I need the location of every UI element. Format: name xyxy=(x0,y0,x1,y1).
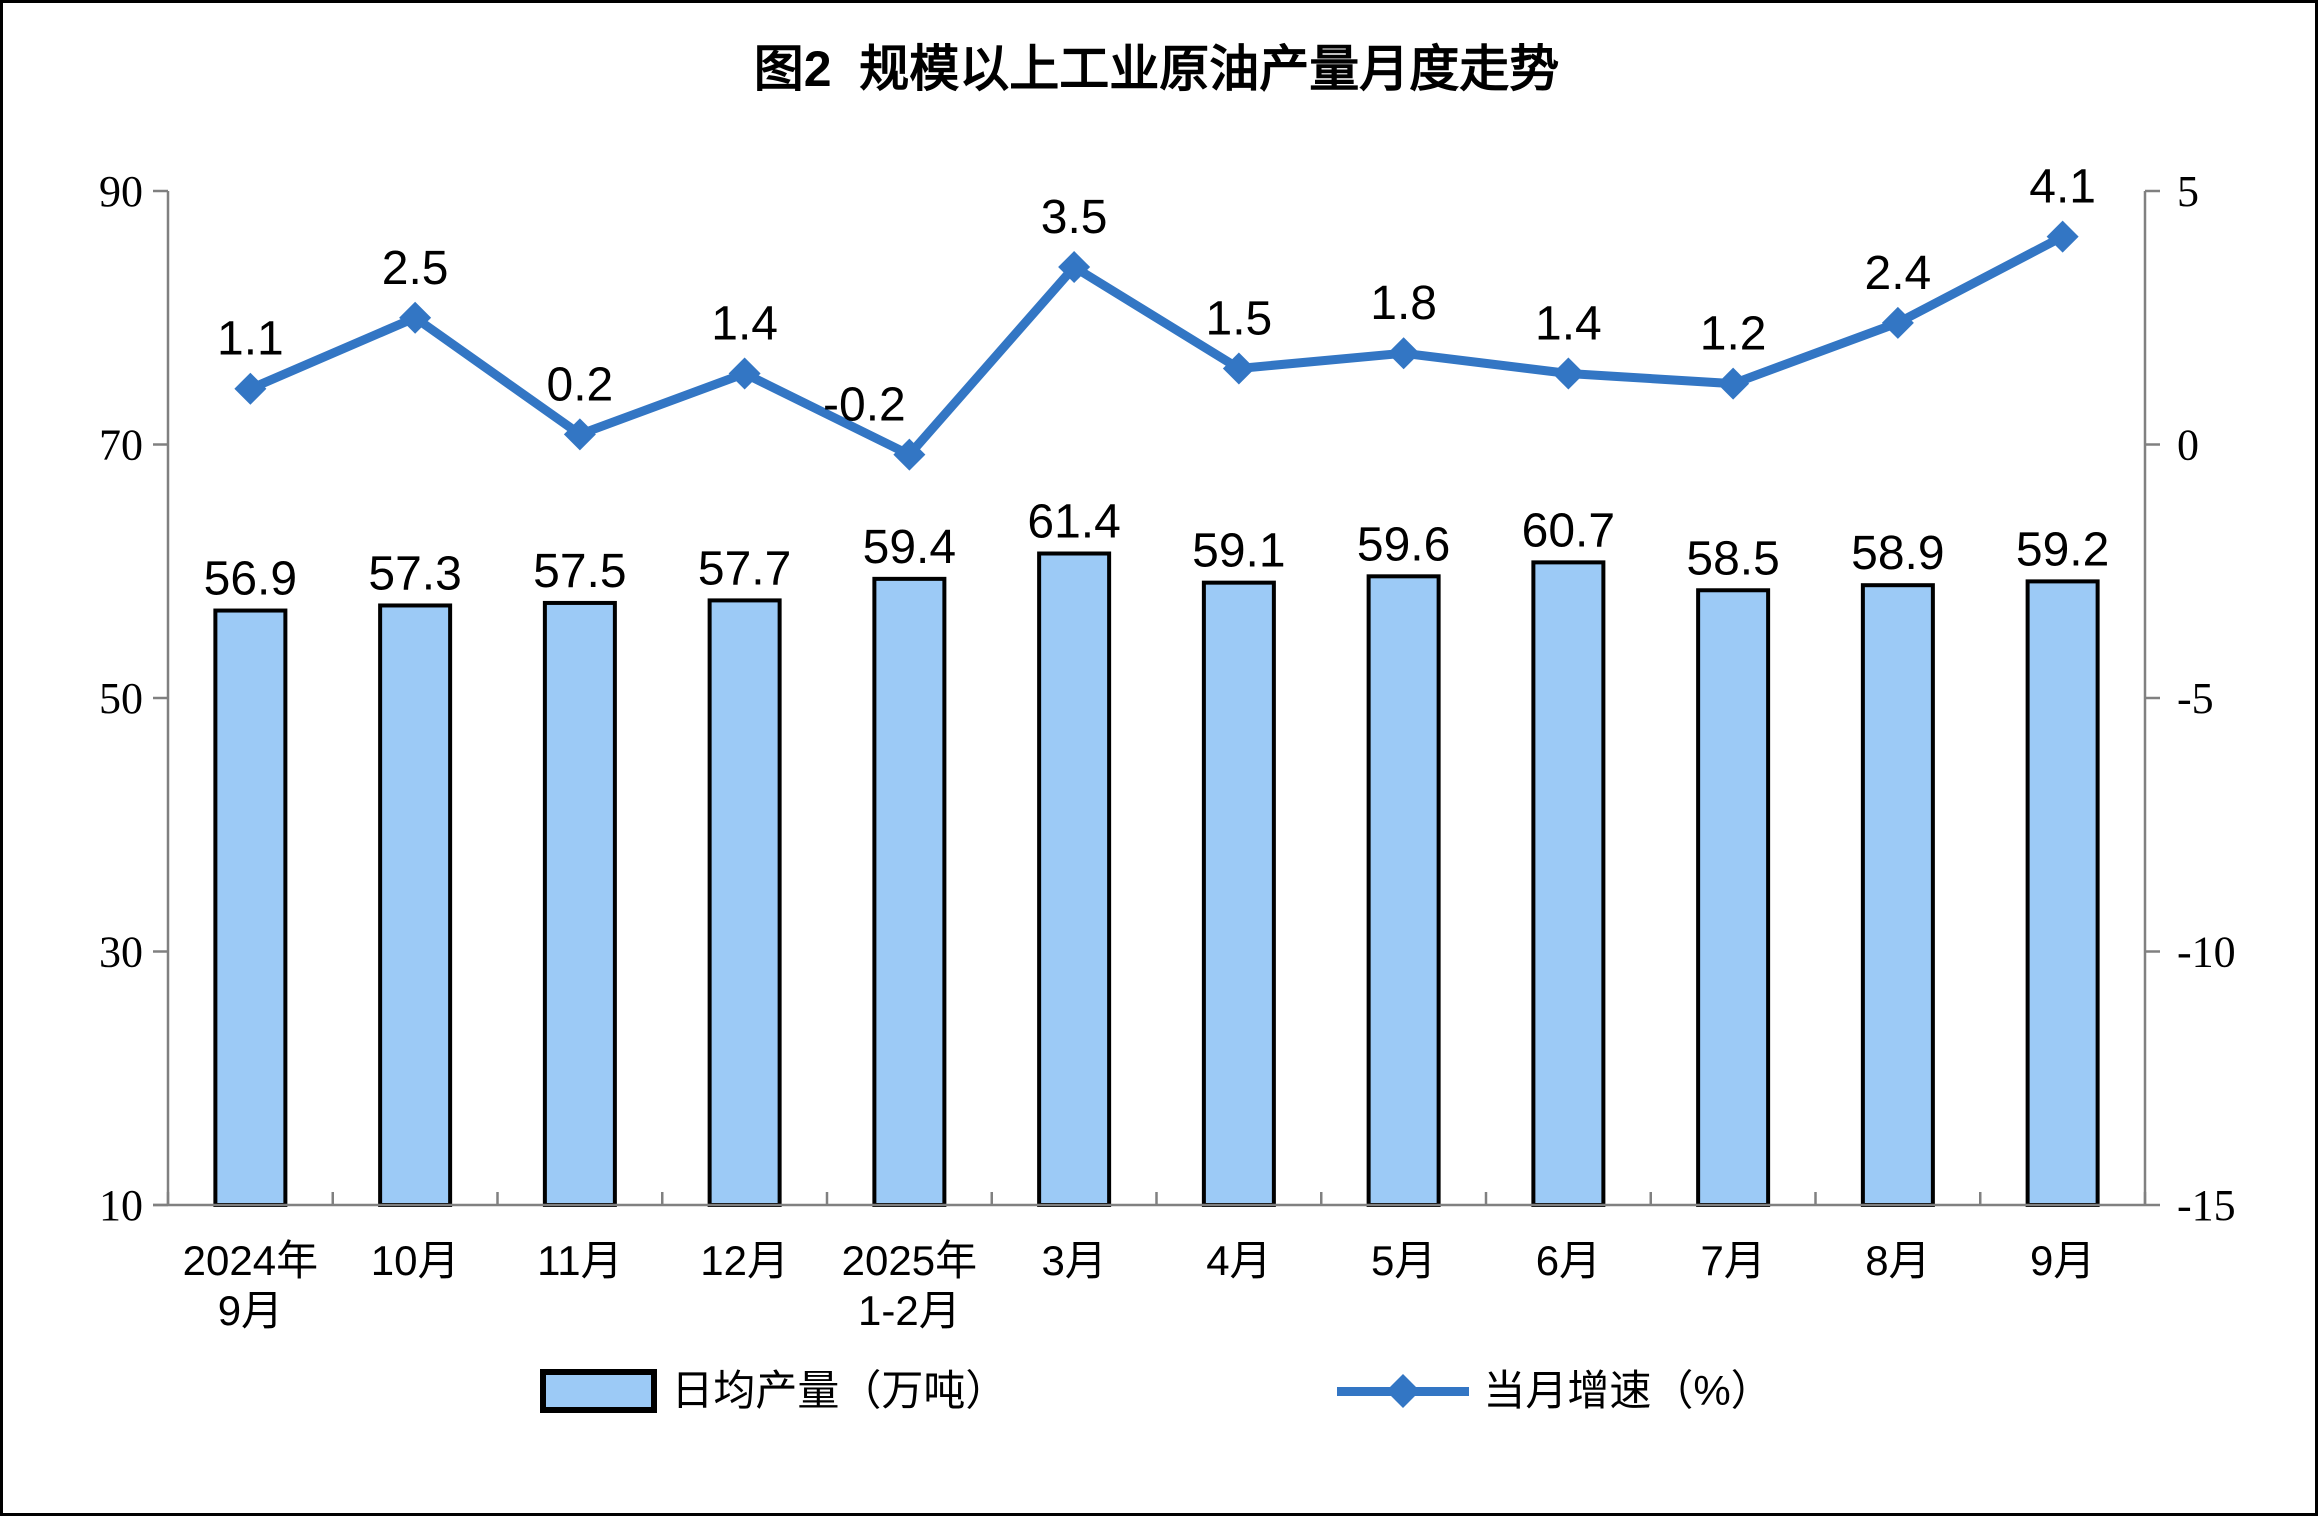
production-bar xyxy=(378,603,453,1207)
production-bar xyxy=(872,576,947,1207)
line-value-label: 2.4 xyxy=(1865,247,1932,300)
left-axis-tick-label: 90 xyxy=(99,167,143,216)
bar-value-label: 57.7 xyxy=(698,542,791,595)
x-category-label: 9月 xyxy=(218,1287,283,1334)
x-category-label: 7月 xyxy=(1700,1237,1765,1284)
right-axis-tick-label: -5 xyxy=(2177,674,2214,723)
growth-line-marker xyxy=(234,372,267,405)
legend-diamond-marker-icon xyxy=(1386,1374,1421,1408)
production-bar xyxy=(1201,580,1276,1207)
legend-line-label: 当月增速（%） xyxy=(1483,1367,1773,1414)
line-value-label: 1.5 xyxy=(1206,292,1273,345)
growth-line-marker xyxy=(2046,220,2079,253)
production-bar xyxy=(1037,551,1112,1207)
growth-line-marker xyxy=(1222,352,1255,385)
left-axis-tick-label: 70 xyxy=(99,421,143,470)
growth-line-marker xyxy=(728,357,761,390)
growth-line-marker xyxy=(1552,357,1585,390)
bar-value-label: 57.3 xyxy=(368,547,461,600)
line-value-label: 1.4 xyxy=(1535,298,1602,351)
legend-item-daily-output: 日均产量（万吨） xyxy=(540,1369,1007,1413)
legend-bar-swatch xyxy=(540,1369,658,1413)
bar-value-label: 58.5 xyxy=(1686,532,1779,585)
x-category-label: 3月 xyxy=(1041,1237,1106,1284)
bar-value-label: 59.4 xyxy=(863,521,956,574)
production-bar xyxy=(1696,588,1771,1207)
bar-value-label: 59.1 xyxy=(1192,525,1285,578)
left-axis-tick-label: 30 xyxy=(99,928,143,977)
left-axis-tick-label: 10 xyxy=(99,1181,143,1230)
production-bar xyxy=(1860,583,1935,1207)
right-axis-tick-label: 5 xyxy=(2177,167,2199,216)
bar-value-label: 58.9 xyxy=(1851,527,1944,580)
x-category-label: 6月 xyxy=(1536,1237,1601,1284)
growth-line-marker xyxy=(893,438,926,471)
growth-line-marker xyxy=(1387,337,1420,370)
chart-title: 图2 规模以上工业原油产量月度走势 xyxy=(753,41,1560,97)
x-category-label: 2025年 xyxy=(842,1237,977,1284)
x-category-label: 11月 xyxy=(537,1237,623,1284)
right-axis-tick-label: 0 xyxy=(2177,421,2199,470)
bar-value-label: 57.5 xyxy=(533,545,626,598)
line-value-label: 1.8 xyxy=(1370,277,1437,330)
x-category-label: 2024年 xyxy=(183,1237,318,1284)
x-category-label: 8月 xyxy=(1865,1237,1930,1284)
x-category-label: 4月 xyxy=(1206,1237,1271,1284)
legend-line-swatch xyxy=(1337,1374,1470,1408)
line-value-label: 2.5 xyxy=(382,242,449,295)
left-axis-tick-label: 50 xyxy=(99,674,143,723)
x-category-label: 5月 xyxy=(1371,1237,1436,1284)
bar-value-label: 61.4 xyxy=(1027,496,1120,549)
bar-value-label: 59.6 xyxy=(1357,518,1450,571)
growth-line-marker xyxy=(399,301,432,334)
growth-line-marker xyxy=(1881,306,1914,339)
line-value-label: 1.2 xyxy=(1700,308,1767,361)
bar-value-label: 60.7 xyxy=(1522,504,1615,557)
x-category-label: 9月 xyxy=(2030,1237,2095,1284)
growth-line-marker xyxy=(563,418,596,451)
right-axis-tick-label: -10 xyxy=(2177,928,2236,977)
line-value-label: 3.5 xyxy=(1041,191,1108,244)
legend-bar-label: 日均产量（万吨） xyxy=(671,1367,1008,1414)
production-bar xyxy=(213,608,288,1207)
line-value-label: 4.1 xyxy=(2029,161,2096,214)
line-value-label: -0.2 xyxy=(823,379,906,432)
right-axis-tick-label: -15 xyxy=(2177,1181,2236,1230)
production-bar xyxy=(1366,574,1441,1207)
production-bar xyxy=(1531,560,1606,1207)
x-category-label: 1-2月 xyxy=(858,1287,961,1334)
bar-value-label: 59.2 xyxy=(2016,523,2109,576)
line-value-label: 1.4 xyxy=(711,298,778,351)
production-bar xyxy=(707,598,782,1207)
x-category-label: 12月 xyxy=(700,1237,789,1284)
growth-line-marker xyxy=(1717,367,1750,400)
legend-item-growth-rate: 当月增速（%） xyxy=(1337,1367,1773,1414)
growth-line xyxy=(248,232,2065,461)
line-value-label: 0.2 xyxy=(547,358,614,411)
bar-value-label: 56.9 xyxy=(204,553,297,606)
line-value-label: 1.1 xyxy=(217,313,284,366)
x-category-label: 10月 xyxy=(371,1237,460,1284)
growth-line-marker xyxy=(1058,251,1091,284)
legend: 日均产量（万吨） 当月增速（%） xyxy=(168,1369,2145,1413)
production-bar xyxy=(542,600,617,1207)
production-bar xyxy=(2025,579,2100,1207)
